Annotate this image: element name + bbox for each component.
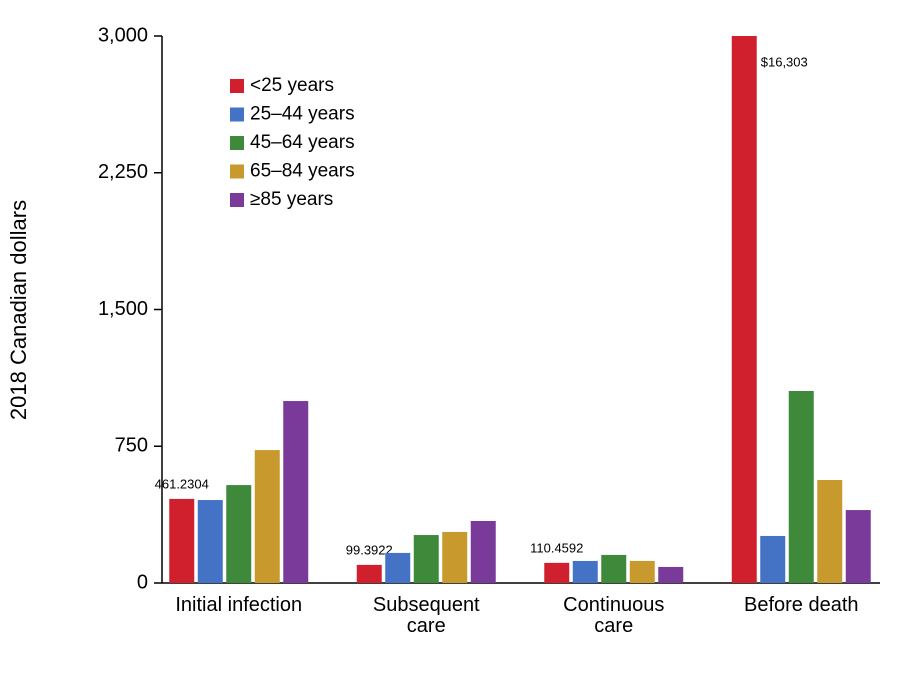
bar (169, 498, 195, 583)
value-label: 461.2304 (155, 476, 209, 491)
legend-label: 25–44 years (250, 104, 355, 125)
bar (845, 510, 871, 583)
legend-swatch (230, 136, 244, 150)
y-tick-label: 2,250 (98, 161, 148, 183)
bar (442, 531, 468, 583)
legend-swatch (230, 193, 244, 207)
value-label: $16,303 (761, 54, 808, 69)
x-tick-label: Continuous care (563, 594, 665, 637)
legend-swatch (230, 79, 244, 93)
x-tick-label: Subsequent care (372, 594, 480, 637)
y-tick-label: 750 (115, 435, 148, 457)
bar (731, 36, 757, 583)
x-tick-label: Before death (743, 594, 859, 616)
bar (817, 479, 843, 583)
bar (544, 562, 570, 583)
legend-label: ≥85 years (250, 189, 333, 210)
legend-swatch (230, 107, 244, 122)
bar (788, 391, 814, 583)
bar (572, 560, 598, 583)
y-axis-label: 2018 Canadian dollars (6, 200, 31, 420)
bar (601, 554, 627, 583)
bar (283, 401, 309, 583)
y-tick-label: 1,500 (98, 298, 148, 320)
y-tick-label: 3,000 (98, 24, 148, 46)
bar (385, 552, 411, 583)
bar (197, 500, 223, 583)
bar (760, 535, 786, 583)
bar (658, 566, 684, 583)
value-label: 99.3922 (346, 542, 393, 557)
bar (413, 535, 439, 583)
legend-label: 65–84 years (250, 161, 355, 182)
bar (254, 450, 280, 583)
value-label: 110.4592 (530, 540, 583, 555)
bar (226, 485, 252, 583)
legend-label: <25 years (250, 75, 334, 96)
x-tick-label: Initial infection (175, 594, 303, 616)
legend-label: 45–64 years (250, 132, 355, 153)
y-tick-label: 0 (137, 571, 148, 593)
bar (356, 564, 382, 583)
bar (470, 521, 496, 583)
bar (629, 560, 655, 583)
legend-swatch (230, 164, 244, 179)
